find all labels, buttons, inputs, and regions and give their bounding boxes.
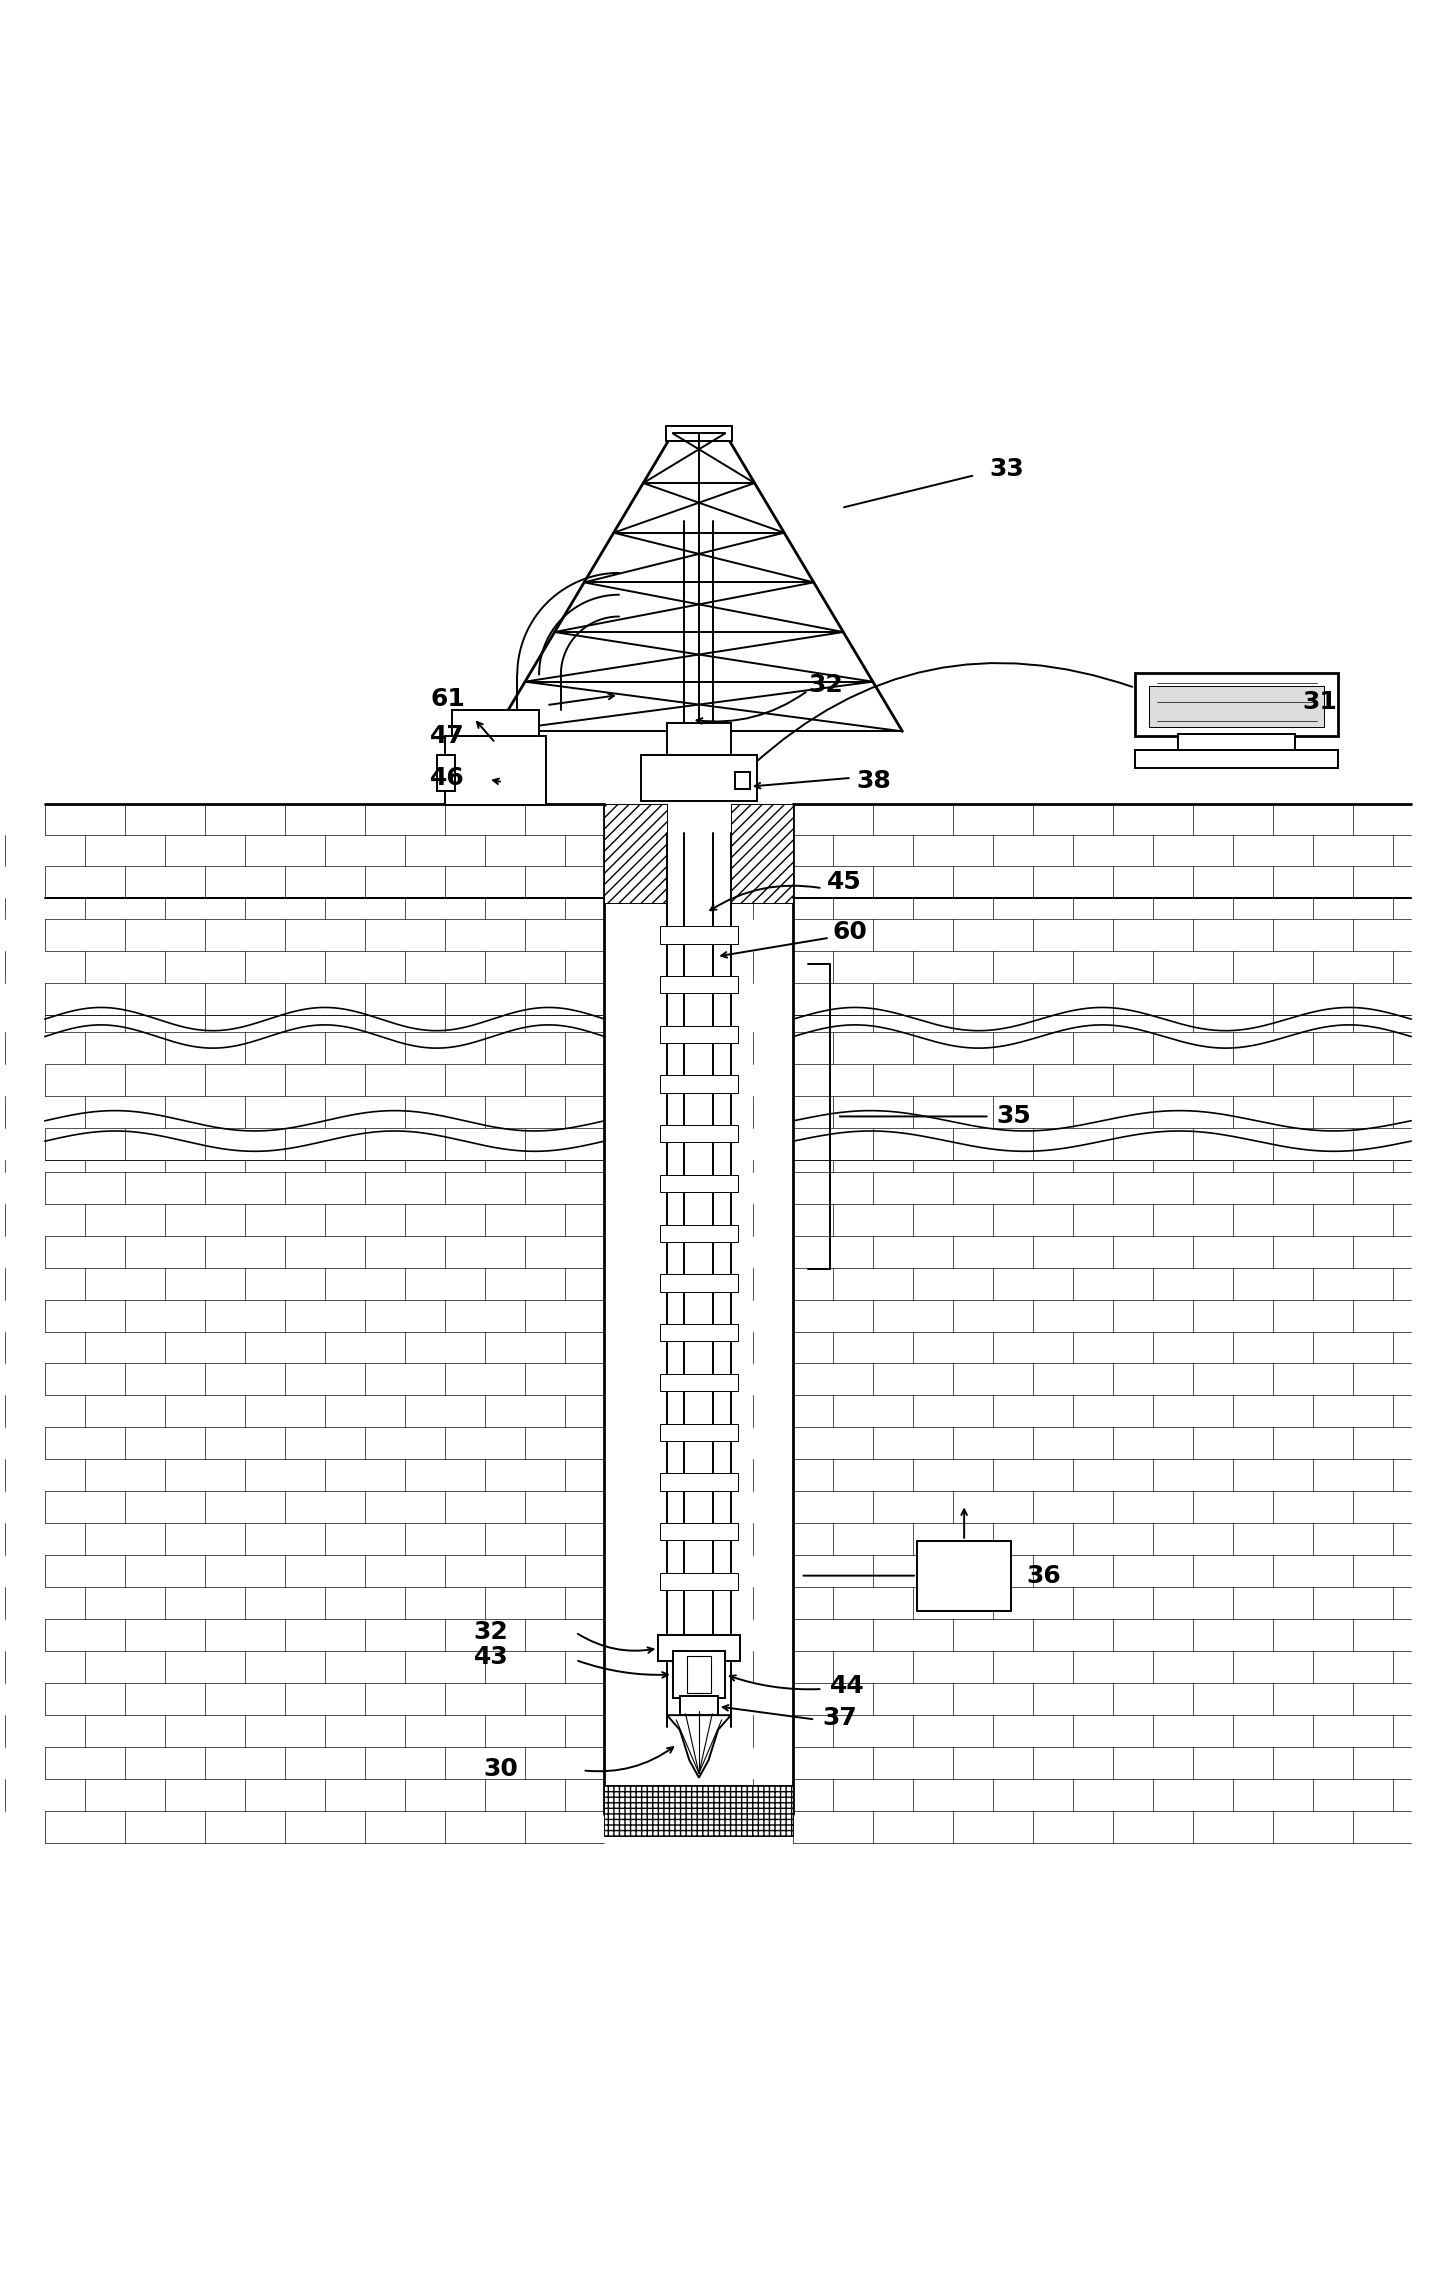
Bar <box>604 1785 794 1835</box>
Bar <box>660 1524 738 1540</box>
Bar <box>660 1125 738 1143</box>
Bar <box>660 1375 738 1391</box>
Bar <box>660 976 738 994</box>
Text: 32: 32 <box>473 1620 508 1645</box>
Bar <box>660 1074 738 1093</box>
Bar <box>604 804 667 903</box>
Bar <box>45 1159 604 1842</box>
Text: 61: 61 <box>430 687 464 713</box>
Bar <box>45 898 604 1015</box>
Text: 46: 46 <box>430 765 464 790</box>
Bar <box>794 898 1411 1015</box>
Bar <box>1178 733 1294 754</box>
Bar <box>794 1015 1411 1159</box>
Bar <box>641 754 757 802</box>
Bar <box>660 1572 738 1590</box>
Bar <box>658 1636 740 1661</box>
Bar <box>660 1026 738 1042</box>
Bar <box>660 1274 738 1292</box>
Text: 31: 31 <box>1302 690 1337 715</box>
Text: 44: 44 <box>830 1675 865 1698</box>
Bar <box>665 426 732 440</box>
Bar <box>660 1324 738 1343</box>
Text: 47: 47 <box>430 724 464 747</box>
Bar <box>45 804 604 898</box>
Text: 38: 38 <box>856 770 891 793</box>
Bar <box>660 1175 738 1191</box>
Text: 37: 37 <box>823 1707 858 1730</box>
Bar <box>794 804 1411 898</box>
Bar <box>660 1423 738 1441</box>
Bar <box>437 754 454 790</box>
Bar <box>1134 749 1338 767</box>
Text: 43: 43 <box>473 1645 508 1670</box>
Bar <box>687 1656 711 1693</box>
Bar <box>660 1473 738 1491</box>
Bar <box>917 1542 1012 1611</box>
Bar <box>1149 685 1324 726</box>
Text: 32: 32 <box>808 674 843 696</box>
Bar <box>680 1695 718 1716</box>
Bar <box>667 722 731 754</box>
Bar <box>45 1015 604 1159</box>
Text: 60: 60 <box>833 921 868 944</box>
Text: 36: 36 <box>1026 1565 1060 1588</box>
Bar <box>660 1223 738 1242</box>
Text: 33: 33 <box>990 458 1025 481</box>
Bar <box>444 735 546 806</box>
Text: 30: 30 <box>483 1757 518 1780</box>
Bar <box>735 772 750 790</box>
Text: 45: 45 <box>827 871 862 893</box>
Bar <box>451 710 539 735</box>
Bar <box>731 804 794 903</box>
Text: 35: 35 <box>997 1104 1032 1129</box>
Bar <box>794 1159 1411 1842</box>
Bar <box>1134 674 1338 735</box>
Polygon shape <box>667 1716 731 1778</box>
Bar <box>660 926 738 944</box>
Bar <box>673 1652 725 1698</box>
